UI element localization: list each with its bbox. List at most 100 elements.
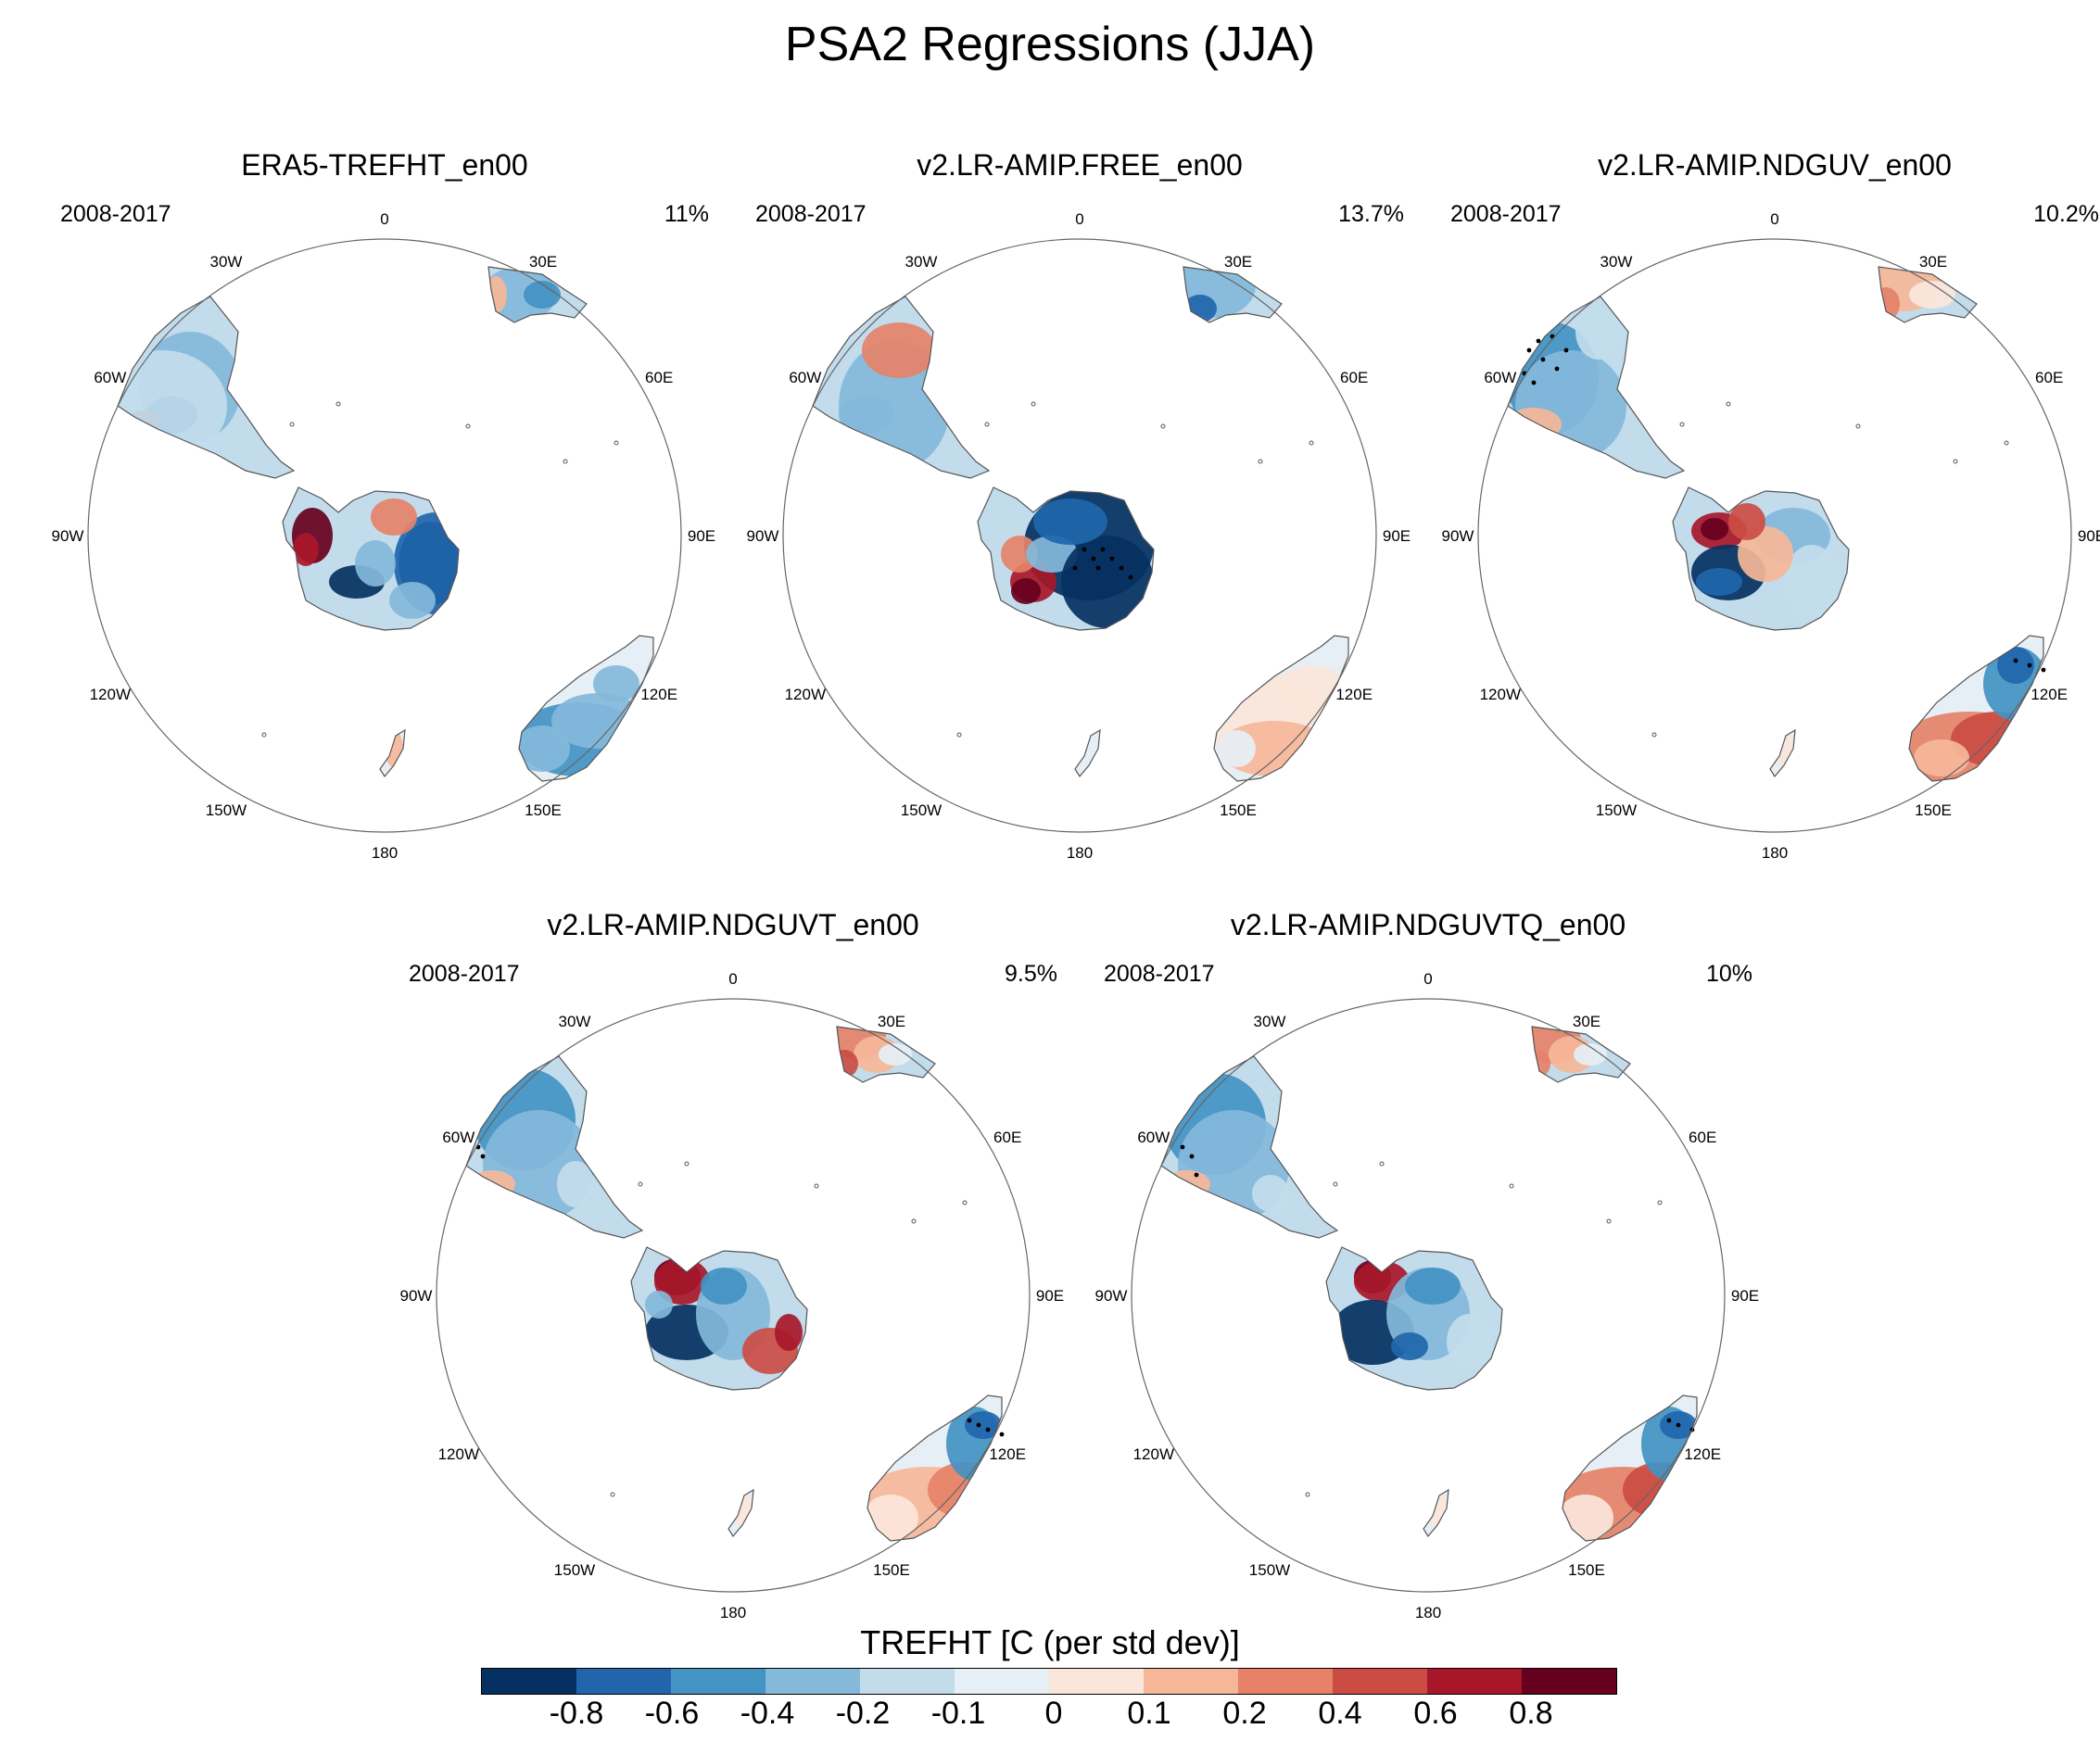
colorbar-tick-label: -0.8	[549, 1696, 604, 1731]
colorbar-ticks: -0.8 -0.6 -0.4 -0.2 -0.1 0 0.1 0.2 0.4 0.6 0.8	[481, 1696, 1621, 1737]
significance-dot	[1100, 547, 1106, 552]
significance-dot	[1536, 338, 1541, 344]
significance-dot	[1554, 366, 1560, 372]
longitude-label: 120W	[1133, 1445, 1174, 1463]
longitude-label: 180	[1762, 844, 1788, 862]
panel-variance-percent: 10%	[1705, 961, 1752, 987]
significance-dot	[1526, 347, 1532, 353]
colorbar-swatch	[1522, 1669, 1616, 1694]
land-region	[978, 487, 1154, 630]
coastline	[1160, 1055, 1339, 1239]
longitude-label: 30E	[1224, 253, 1252, 271]
coastline	[1325, 1246, 1503, 1391]
significance-dot	[1666, 1418, 1672, 1423]
anomaly-contour	[1738, 526, 1793, 582]
colorbar-title: TREFHT [C (per std dev)]	[860, 1623, 1240, 1661]
anomaly-contour	[1219, 730, 1256, 767]
anomaly-contour	[879, 1043, 912, 1066]
anomaly-contour	[1728, 503, 1765, 540]
anomaly-contour	[371, 498, 417, 536]
significance-dot	[1109, 556, 1115, 562]
panel-variance-percent: 13.7%	[1338, 201, 1404, 227]
anomaly-contour	[1997, 647, 2034, 684]
longitude-label: 120W	[438, 1445, 479, 1463]
panel-period: 2008-2017	[409, 961, 520, 987]
map-boundary	[782, 238, 1377, 833]
coastline	[465, 1055, 644, 1239]
longitude-label: 120E	[640, 686, 677, 703]
anomaly-contour	[839, 397, 894, 434]
coastline	[282, 486, 460, 631]
longitude-label: 90W	[1442, 527, 1474, 545]
longitude-label: 120W	[785, 686, 826, 703]
significance-dot	[1563, 347, 1569, 353]
land-region	[1673, 487, 1849, 630]
coastline	[977, 486, 1155, 631]
significance-dot	[1194, 1172, 1199, 1178]
longitude-label: 0	[1075, 210, 1083, 228]
map-boundary	[1131, 998, 1726, 1593]
map-boundary	[436, 998, 1031, 1593]
coastline	[1769, 728, 1796, 778]
significance-dot	[480, 1154, 486, 1159]
anomaly-contour	[1909, 281, 1955, 309]
map-panel: v2.LR-AMIP.NDGUVT_en00 2008-2017 9.5% 0 30E 6…	[400, 908, 1065, 1622]
anomaly-contour	[701, 1268, 747, 1305]
longitude-label: 60W	[1484, 369, 1516, 386]
longitude-label: 30W	[1254, 1013, 1286, 1030]
colorbar-swatch	[671, 1669, 765, 1694]
anomaly-contour	[1784, 545, 1840, 619]
longitude-label: 150E	[1220, 801, 1257, 819]
significance-dot	[1531, 380, 1537, 385]
anomaly-contour	[1026, 536, 1078, 573]
anomaly-contour	[557, 1161, 594, 1207]
longitude-label: 90W	[747, 527, 779, 545]
anomaly-contour	[293, 533, 319, 566]
longitude-label: 150E	[1915, 801, 1952, 819]
longitude-label: 180	[1415, 1604, 1441, 1622]
coastline	[487, 266, 588, 323]
longitude-label: 0	[380, 210, 388, 228]
coastline	[867, 1394, 1003, 1542]
anomaly-contour	[1405, 1268, 1461, 1305]
longitude-label: 150W	[206, 801, 247, 819]
panel-variance-percent: 11%	[664, 201, 709, 227]
polar-map: 0 30E 60E 90E 120E 150E 180 150W 120W 90W 60W 30W	[400, 970, 1065, 1622]
longitude-label: 90E	[688, 527, 715, 545]
colorbar-swatch	[482, 1669, 576, 1694]
longitude-label: 60E	[993, 1129, 1021, 1146]
colorbar-swatch	[860, 1669, 955, 1694]
coastline	[1507, 296, 1686, 479]
longitude-label: 60E	[2035, 369, 2063, 386]
coastline	[1183, 266, 1283, 323]
panel-title: v2.LR-AMIP.NDGUV_en00	[1598, 148, 1952, 182]
anomaly-contour	[389, 582, 436, 619]
panel-title: v2.LR-AMIP.FREE_en00	[917, 148, 1243, 182]
longitude-label: 60E	[645, 369, 673, 386]
coastline	[379, 728, 406, 778]
anomaly-contour	[1575, 304, 1622, 360]
polar-map: 0 30E 60E 90E 120E 150E 180 150W 120W 90W 60W 30W	[1095, 970, 1760, 1622]
map-panel: v2.LR-AMIP.NDGUVTQ_en00 2008-2017 10% 0 30E 6…	[1095, 908, 1760, 1622]
longitude-label: 150E	[525, 801, 562, 819]
colorbar-tick-label: -0.2	[835, 1696, 891, 1731]
longitude-label: 150W	[1249, 1561, 1290, 1579]
map-boundary	[87, 238, 682, 833]
longitude-label: 180	[1067, 844, 1093, 862]
longitude-label: 90E	[1731, 1287, 1759, 1305]
land-region	[1532, 1027, 1630, 1082]
longitude-label: 60W	[94, 369, 126, 386]
coastline	[1213, 635, 1349, 782]
panel-period: 2008-2017	[1104, 961, 1215, 987]
significance-dot	[999, 1432, 1005, 1437]
colorbar-tick-label: 0.1	[1127, 1696, 1171, 1731]
longitude-label: 30E	[1919, 253, 1947, 271]
anomaly-contour	[1914, 739, 1969, 776]
longitude-label: 120E	[1335, 686, 1373, 703]
longitude-label: 60W	[1137, 1129, 1170, 1146]
anomaly-contour	[775, 1314, 803, 1351]
colorbar-swatch	[576, 1669, 671, 1694]
colorbar-tick-label: -0.1	[930, 1696, 986, 1731]
longitude-label: 30W	[1600, 253, 1633, 271]
anomaly-contour	[965, 1411, 1002, 1439]
